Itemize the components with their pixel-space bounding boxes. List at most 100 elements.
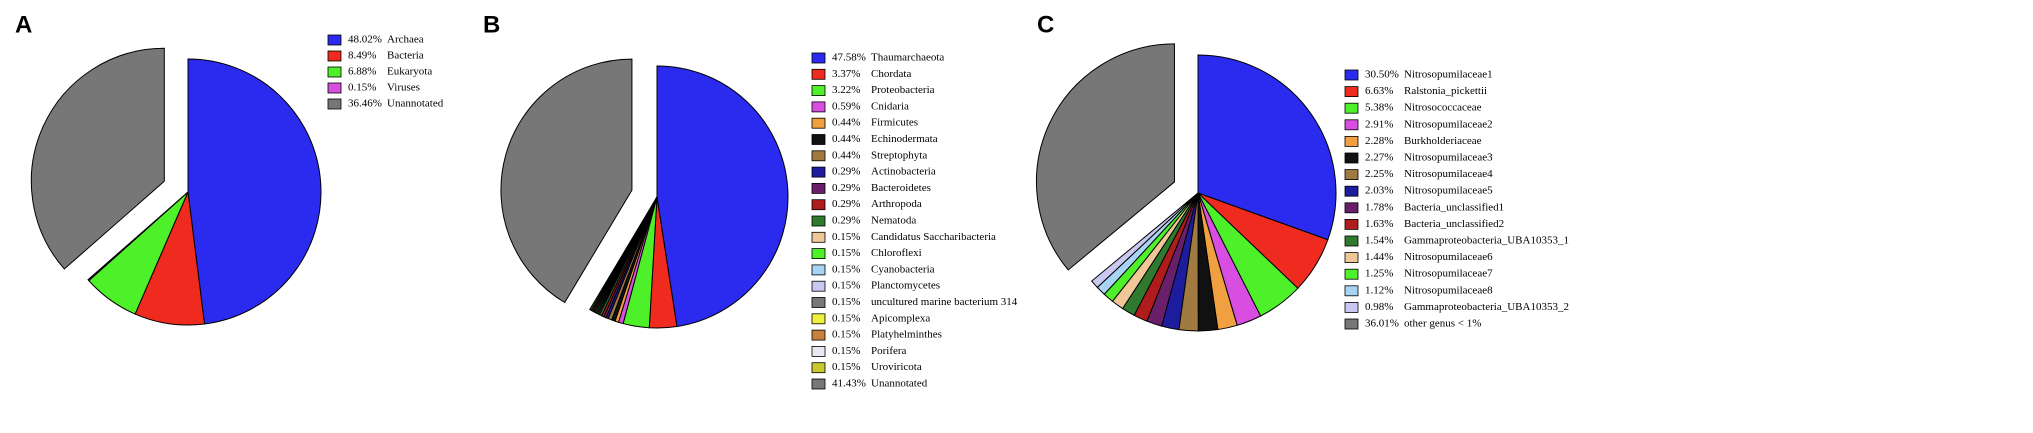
- pie-slice: [87, 191, 189, 282]
- legend-value: 2.25%: [1365, 168, 1393, 180]
- legend-label: Streptophyta: [871, 149, 927, 161]
- legend-swatch: [1344, 301, 1359, 313]
- legend-swatch: [1344, 218, 1359, 230]
- pie-slice: [500, 58, 633, 304]
- legend-swatch: [811, 248, 826, 260]
- legend-value: 0.15%: [832, 231, 860, 243]
- legend-swatch: [1344, 69, 1359, 81]
- legend-label: Nitrosopumilaceae6: [1404, 251, 1493, 263]
- legend-label: Proteobacteria: [871, 84, 935, 96]
- legend-value: 0.15%: [832, 296, 860, 308]
- legend-swatch: [811, 134, 826, 145]
- legend-swatch: [1344, 152, 1359, 164]
- pie-slice: [656, 65, 789, 328]
- legend-value: 0.15%: [832, 280, 860, 292]
- legend-swatch: [811, 362, 826, 374]
- legend-value: 0.29%: [832, 166, 860, 178]
- legend-value: 30.50%: [1365, 69, 1399, 81]
- legend-swatch: [811, 231, 826, 243]
- legend-label: Uroviricota: [871, 361, 922, 373]
- legend-label: Cyanobacteria: [871, 263, 935, 275]
- legend-swatch: [811, 85, 826, 96]
- legend-swatch: [327, 98, 342, 110]
- legend-swatch: [1344, 169, 1359, 181]
- legend-label: Nitrosopumilaceae8: [1404, 284, 1493, 296]
- legend-label: Arthropoda: [871, 198, 922, 210]
- legend-swatch: [1344, 119, 1359, 131]
- legend-swatch: [1344, 235, 1359, 247]
- legend-label: Eukaryota: [387, 66, 432, 78]
- pie-slice: [1035, 43, 1175, 271]
- legend-label: Bacteroidetes: [871, 182, 931, 194]
- legend-label: Nitrosococcaceae: [1404, 102, 1482, 114]
- legend-label: Bacteria_unclassified1: [1404, 201, 1504, 213]
- legend-swatch: [1344, 252, 1359, 264]
- legend-value: 0.15%: [832, 329, 860, 341]
- legend-swatch: [811, 166, 826, 178]
- legend-swatch: [327, 34, 342, 46]
- legend-value: 0.29%: [832, 182, 860, 194]
- legend-swatch: [811, 280, 826, 292]
- legend-label: Unannotated: [871, 378, 928, 390]
- legend-label: Gammaproteobacteria_UBA10353_1: [1404, 235, 1569, 247]
- legend-swatch: [1344, 185, 1359, 197]
- legend-swatch: [327, 82, 342, 94]
- legend-label: Burkholderiaceae: [1404, 135, 1482, 147]
- legend-label: Porifera: [871, 345, 907, 357]
- legend-swatch: [811, 117, 826, 129]
- legend-swatch: [1344, 202, 1359, 214]
- pie-slice: [30, 47, 165, 270]
- panel-label: A: [15, 11, 32, 38]
- legend-label: Nitrosopumilaceae3: [1404, 152, 1493, 164]
- legend-value: 3.37%: [832, 68, 860, 80]
- legend-value: 5.38%: [1365, 102, 1393, 114]
- legend-label: Archaea: [387, 34, 424, 46]
- legend-label: Nematoda: [871, 215, 916, 227]
- legend-swatch: [1344, 285, 1359, 297]
- legend-label: Actinobacteria: [871, 166, 936, 178]
- legend-swatch: [1344, 268, 1359, 280]
- pie-slice: [589, 196, 658, 311]
- legend-value: 0.59%: [832, 100, 860, 112]
- legend-swatch: [811, 215, 826, 227]
- legend-value: 2.03%: [1365, 185, 1393, 197]
- legend-swatch: [811, 52, 826, 64]
- legend-value: 6.63%: [1365, 85, 1393, 97]
- pie-slice: [187, 58, 322, 325]
- legend-label: Platyhelminthes: [871, 329, 942, 341]
- legend-value: 0.15%: [832, 312, 860, 324]
- legend-value: 1.78%: [1365, 201, 1393, 213]
- legend-value: 1.44%: [1365, 251, 1393, 263]
- legend-value: 0.15%: [832, 345, 860, 357]
- legend-swatch: [811, 378, 826, 390]
- pie-slice: [1091, 192, 1199, 289]
- legend-label: Cnidaria: [871, 100, 909, 112]
- legend-label: Viruses: [387, 82, 420, 94]
- legend-label: Firmicutes: [871, 117, 918, 129]
- panel-label: C: [1037, 11, 1054, 38]
- legend-label: Ralstonia_pickettii: [1404, 85, 1487, 97]
- legend-swatch: [327, 50, 342, 62]
- legend-value: 0.15%: [832, 263, 860, 275]
- legend-value: 0.15%: [348, 82, 376, 94]
- legend-swatch: [1344, 318, 1359, 330]
- legend-value: 2.27%: [1365, 152, 1393, 164]
- legend-swatch: [811, 313, 826, 325]
- legend-value: 0.44%: [832, 117, 860, 129]
- legend-value: 6.88%: [348, 66, 376, 78]
- legend-label: Echinodermata: [871, 133, 938, 145]
- legend-label: Bacteria: [387, 50, 424, 62]
- legend-value: 1.63%: [1365, 218, 1393, 230]
- legend-label: Thaumarchaeota: [871, 52, 944, 64]
- legend-value: 1.25%: [1365, 268, 1393, 280]
- legend-value: 0.98%: [1365, 301, 1393, 313]
- legend-label: Bacteria_unclassified2: [1404, 218, 1504, 230]
- legend-swatch: [811, 150, 826, 162]
- legend-label: Nitrosopumilaceae2: [1404, 118, 1493, 130]
- legend-swatch: [811, 297, 826, 308]
- legend-value: 3.22%: [832, 84, 860, 96]
- legend-value: 1.54%: [1365, 235, 1393, 247]
- legend-swatch: [811, 199, 826, 211]
- legend-swatch: [811, 264, 826, 276]
